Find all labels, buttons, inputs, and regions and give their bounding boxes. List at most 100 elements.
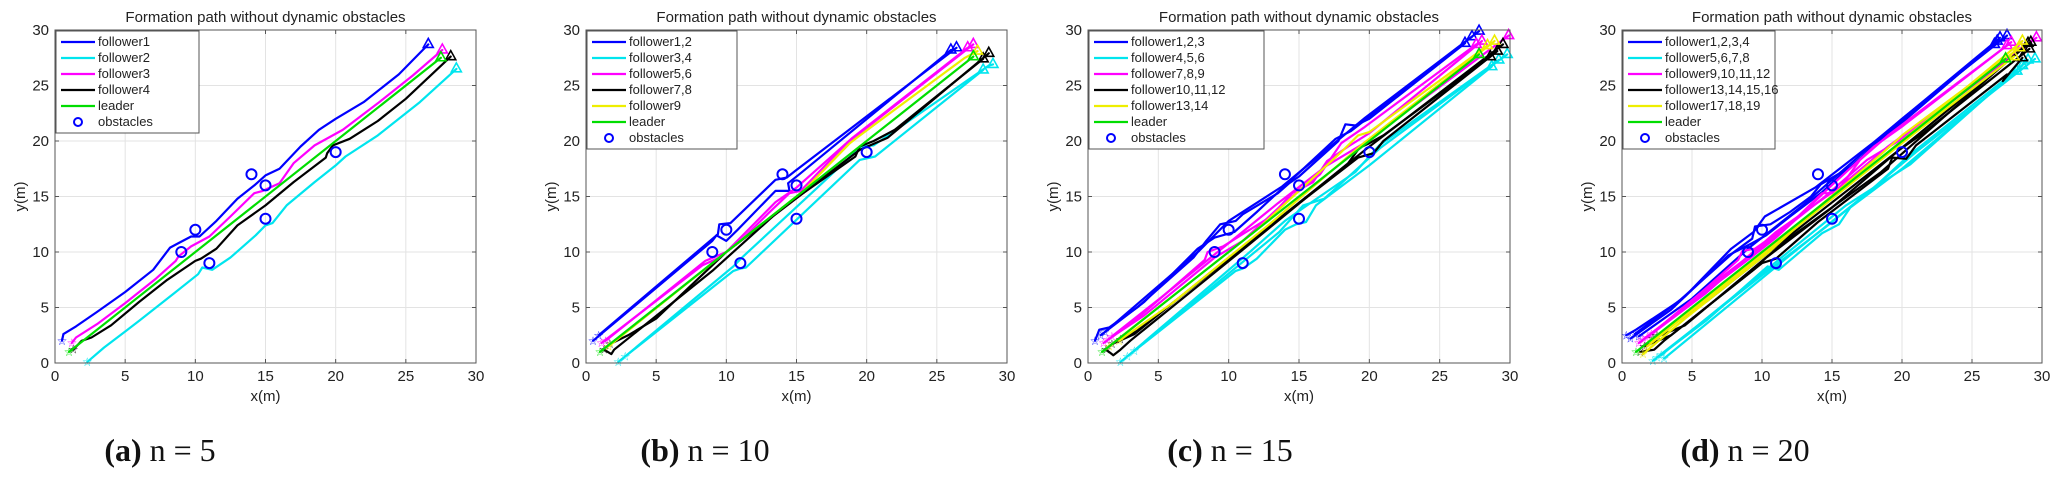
x-axis-label: x(m) [1817, 388, 1847, 405]
start-star-marker: ☆ [1115, 355, 1126, 369]
obstacle-marker [1742, 246, 1754, 258]
caption-label: (c) [1167, 432, 1203, 468]
y-tick-label: 15 [1599, 189, 1616, 206]
obstacle-marker [329, 146, 342, 159]
x-tick-label: 10 [1754, 368, 1771, 385]
start-star-marker: ☆ [1638, 347, 1649, 361]
obstacle-marker [734, 257, 747, 270]
end-triangle-marker [444, 48, 458, 61]
obstacle-marker [776, 168, 789, 181]
start-star-marker: ☆ [1621, 328, 1632, 342]
x-tick-label: 0 [1618, 368, 1626, 385]
legend-label: follower2 [98, 50, 150, 65]
legend-label: leader [1665, 114, 1702, 129]
end-triangle-marker [1469, 36, 1483, 49]
y-tick-label: 25 [32, 78, 49, 95]
legend-label: follower1 [98, 34, 150, 49]
legend-label: follower4 [98, 82, 150, 97]
legend-label: follower13,14,15,16 [1665, 82, 1778, 97]
series-path-follower1-2-3 [1103, 30, 1481, 333]
start-star-marker: ☆ [1633, 329, 1644, 343]
subfigure-caption: (c) n = 15 [1167, 432, 1293, 469]
y-axis-label: y(m) [12, 182, 29, 212]
series-path-leader [1634, 57, 2007, 353]
x-axis-label: x(m) [782, 388, 812, 405]
start-star-marker: ☆ [1107, 329, 1118, 343]
legend-label: obstacles [1131, 130, 1186, 145]
end-triangle-marker [1472, 46, 1486, 59]
start-star-marker: ☆ [1652, 350, 1663, 364]
legend-label: follower1,2 [629, 34, 692, 49]
start-star-marker: ☆ [1638, 333, 1649, 347]
legend: follower1,2,3,4follower5,6,7,8follower9,… [1622, 30, 1778, 150]
legend-label: follower9,10,11,12 [1665, 66, 1770, 81]
end-triangle-marker [2007, 48, 2021, 61]
end-triangle-marker [421, 36, 435, 49]
end-triangle-marker [966, 48, 980, 61]
end-triangle-marker [1475, 33, 1489, 45]
series-path-leader [1101, 53, 1481, 353]
y-tick-label: 0 [41, 355, 49, 372]
subfigure-caption: (a) n = 5 [104, 432, 215, 469]
obstacle-marker [175, 246, 188, 258]
obstacle-marker [259, 212, 272, 225]
obstacle-marker [189, 223, 202, 236]
legend-label: follower10,11,12 [1131, 82, 1225, 97]
series-path-follower13-14 [1117, 40, 1496, 342]
x-tick-label: 5 [1154, 368, 1162, 385]
end-triangle-marker [966, 36, 980, 49]
series-path-follower3-4 [617, 68, 985, 363]
legend-label: obstacles [629, 130, 684, 145]
y-tick-label: 30 [563, 22, 580, 39]
x-tick-label: 0 [582, 368, 590, 385]
x-tick-label: 30 [2034, 368, 2051, 385]
series-path-follower5-6-7-8 [1660, 58, 2030, 357]
end-triangle-marker [2016, 33, 2029, 45]
obstacle-marker [1293, 212, 1305, 225]
y-tick-label: 5 [1608, 300, 1616, 317]
y-axis-label: y(m) [543, 182, 560, 212]
legend-label: follower5,6 [629, 66, 692, 81]
start-star-marker: ☆ [1629, 327, 1640, 341]
start-star-marker: ☆ [1659, 352, 1670, 366]
y-tick-label: 0 [1608, 355, 1616, 372]
series-path-follower5-6-7-8 [1662, 57, 2037, 360]
series-path-follower1-2-3-4 [1637, 34, 2009, 338]
subfigure-caption: (d) n = 20 [1680, 432, 1809, 469]
y-tick-label: 15 [563, 189, 580, 206]
end-triangle-marker [986, 56, 1000, 69]
x-tick-label: 15 [1824, 368, 1841, 385]
end-triangle-marker [982, 45, 996, 58]
y-tick-label: 15 [32, 189, 49, 206]
legend-label: follower7,8,9 [1131, 66, 1205, 81]
series-path-follower4-5-6 [1133, 53, 1509, 352]
subplot-b: ☆☆☆☆☆☆☆☆☆☆0 5 10 15 20 25 30051015202530Format… [543, 9, 1015, 405]
y-tick-label: 30 [32, 22, 49, 39]
series-path-leader [598, 55, 975, 353]
obstacle-marker [790, 179, 803, 192]
x-tick-label: 5 [1688, 368, 1696, 385]
end-triangle-marker [2024, 34, 2038, 47]
caption-text: n = 15 [1202, 432, 1293, 468]
y-tick-label: 5 [572, 300, 580, 317]
start-star-marker: ☆ [57, 334, 68, 348]
x-tick-label: 15 [788, 368, 805, 385]
obstacle-marker [1236, 257, 1249, 270]
start-star-marker: ☆ [1122, 349, 1133, 363]
caption-label: (b) [640, 432, 680, 468]
y-tick-label: 20 [563, 133, 580, 150]
legend-label: leader [1131, 114, 1168, 129]
y-tick-label: 20 [1599, 133, 1616, 150]
end-triangle-marker [971, 43, 984, 55]
series-path-follower5-6 [604, 46, 969, 342]
chart-title: Formation path without dynamic obstacles [125, 9, 405, 26]
series-path-follower7-8-9 [1106, 43, 1478, 341]
y-tick-label: 5 [1074, 300, 1082, 317]
obstacle-marker [1756, 223, 1768, 236]
caption-label: (a) [104, 432, 142, 468]
subplot-c: ☆☆☆☆☆☆☆☆☆☆☆☆☆ ☆☆0 5 10 15 20 25 30051015202530F… [1045, 9, 1518, 405]
start-star-marker: ☆ [1625, 332, 1636, 346]
legend-label: follower1,2,3,4 [1665, 34, 1750, 49]
obstacle-marker [1363, 146, 1376, 159]
